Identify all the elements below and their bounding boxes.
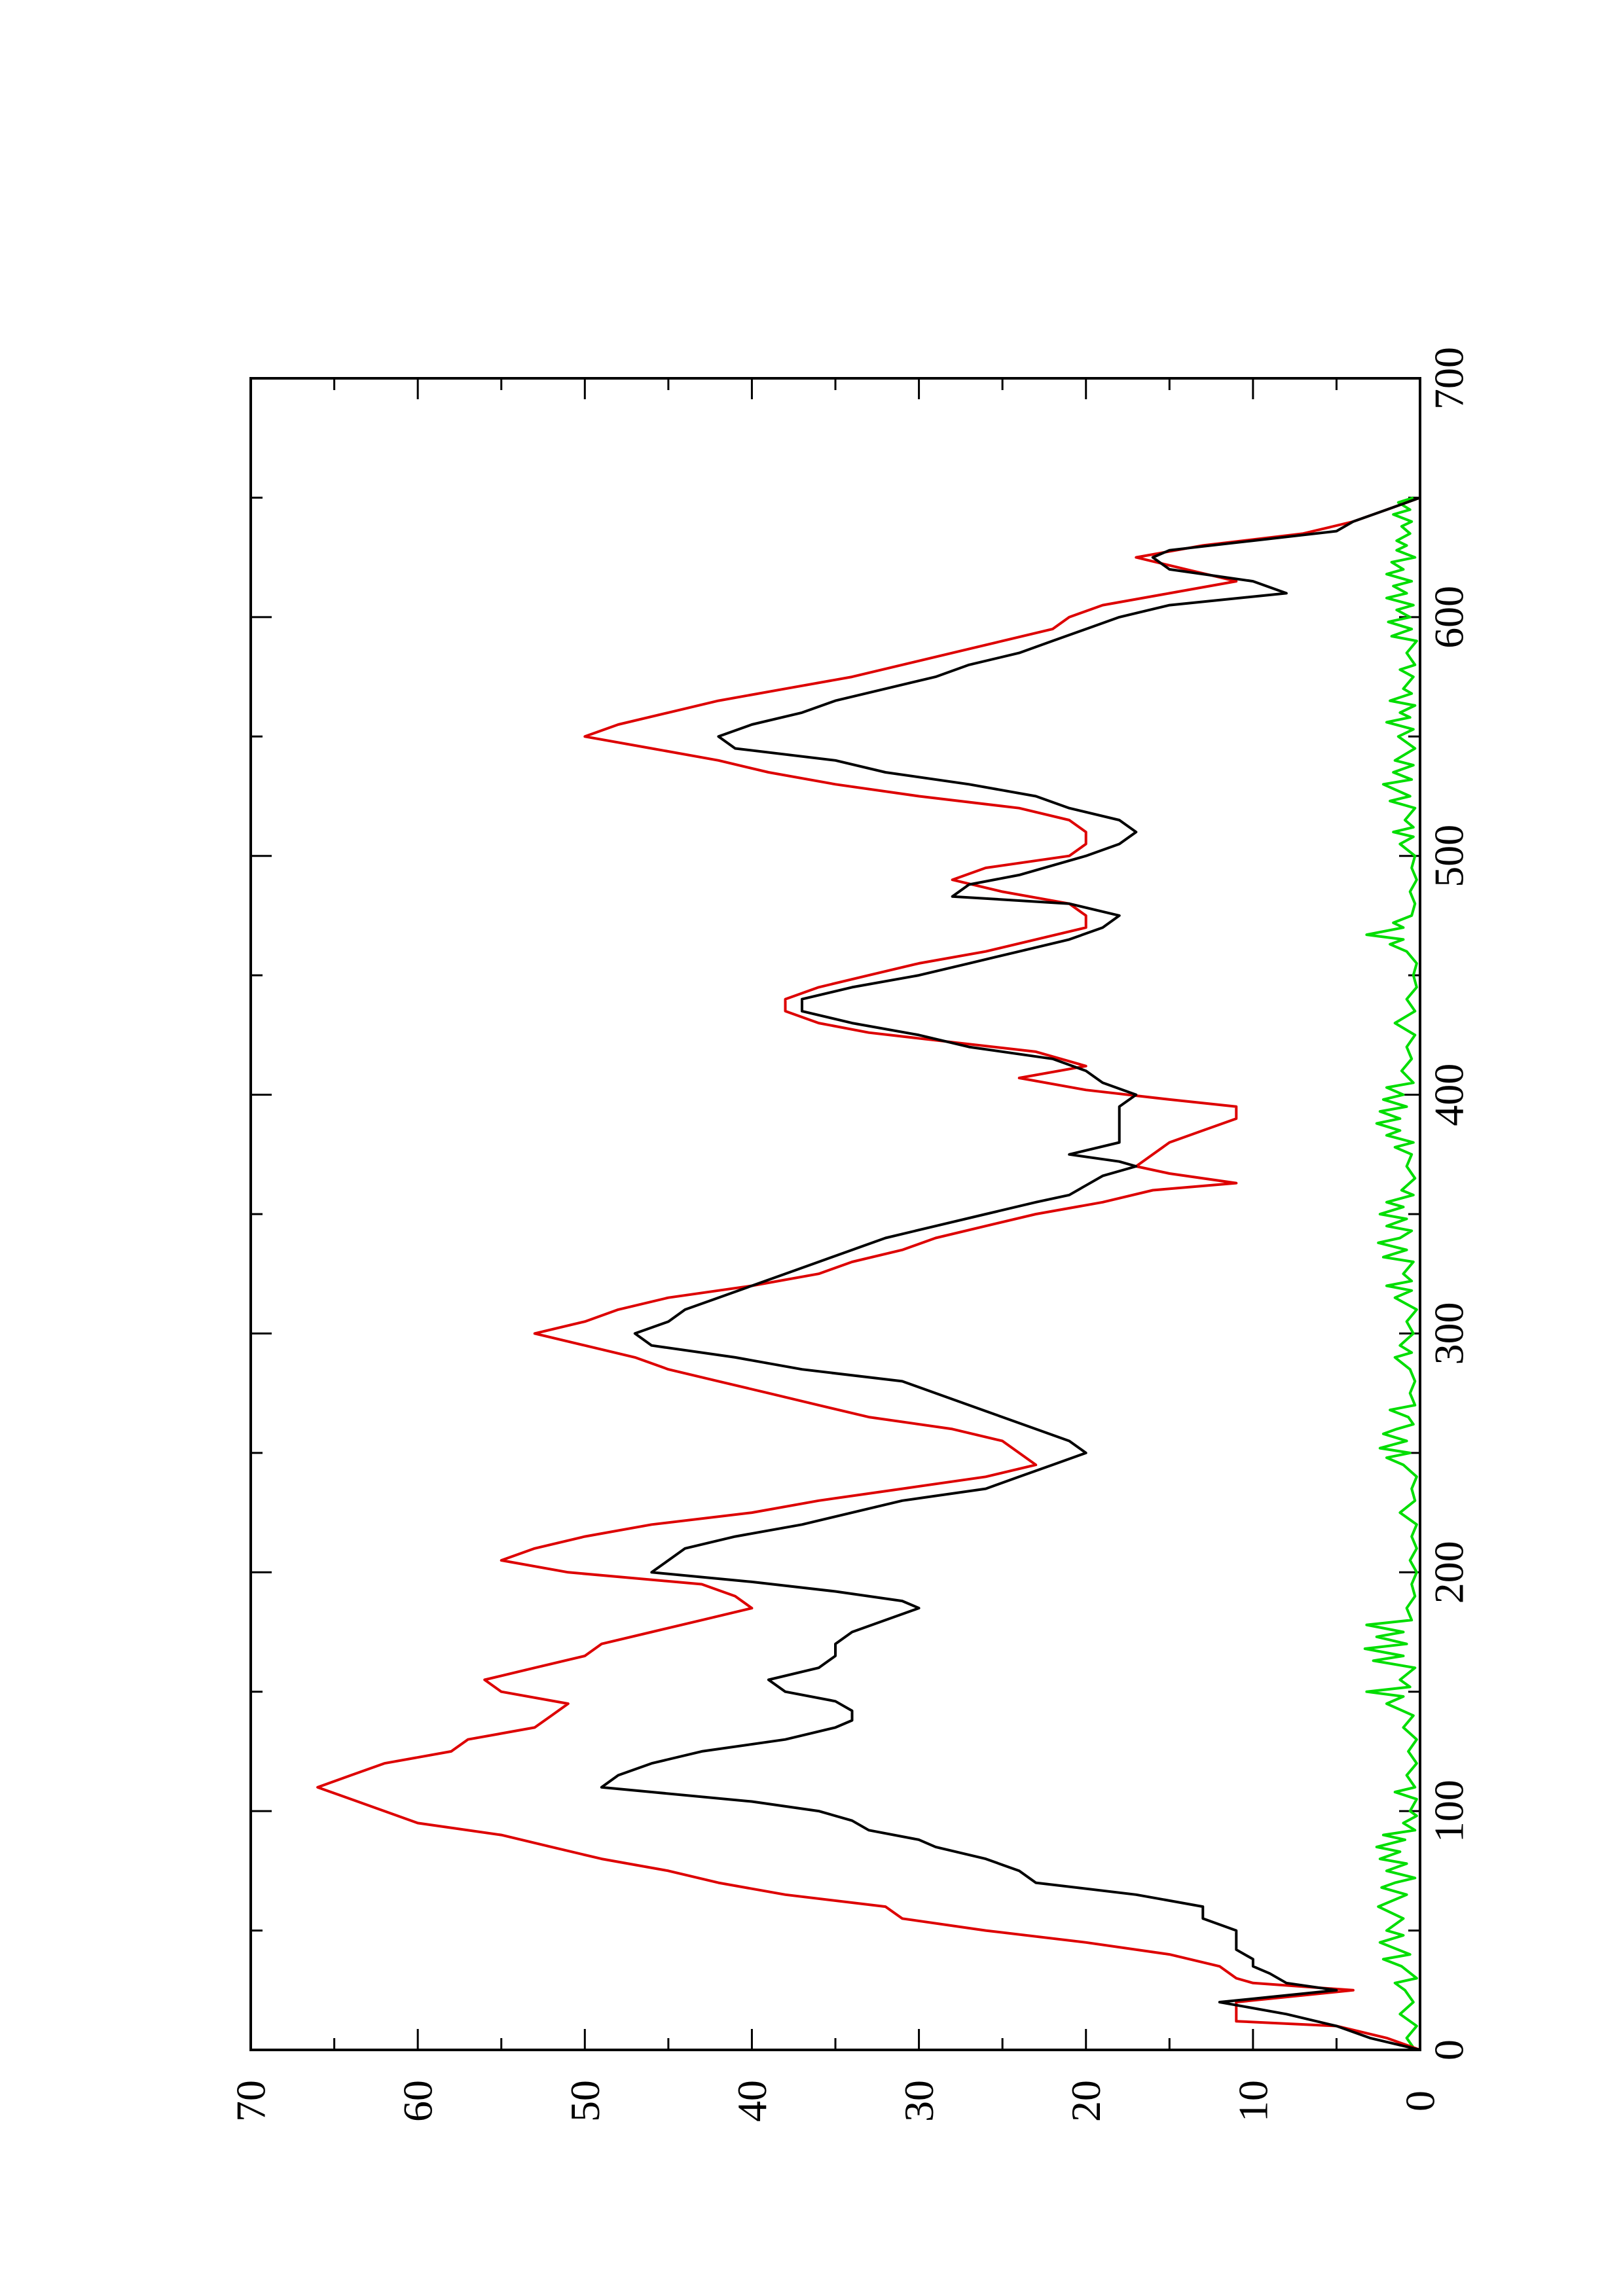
x-tick-label-100: 100 [1426, 1780, 1472, 1842]
x-tick-label-600: 600 [1426, 586, 1472, 649]
y-tick-label-40: 40 [729, 2080, 775, 2122]
y-tick-label-60: 60 [395, 2080, 441, 2122]
y-tick-label-0: 0 [1397, 2090, 1444, 2111]
series-line-red [316, 496, 1421, 2051]
series-line-black [600, 496, 1421, 2051]
x-tick-label-400: 400 [1426, 1064, 1472, 1126]
x-tick-label-300: 300 [1426, 1302, 1472, 1365]
y-tick-label-20: 20 [1063, 2080, 1109, 2122]
y-tick-label-10: 10 [1230, 2080, 1276, 2122]
plot-frame [249, 377, 1421, 2051]
x-tick-label-500: 500 [1426, 825, 1472, 888]
tick-labels: 0 100 200 300 400 500 600 700 0 10 20 30 40 50 60 70 [228, 347, 1472, 2122]
y-tick-label-70: 70 [228, 2080, 274, 2122]
series-lines [316, 496, 1421, 2051]
y-tick-label-30: 30 [896, 2080, 942, 2122]
series-line-green [1363, 496, 1418, 2051]
x-tick-label-700: 700 [1426, 347, 1472, 410]
y-tick-label-50: 50 [562, 2080, 608, 2122]
x-tick-label-0: 0 [1426, 2039, 1472, 2060]
x-tick-label-200: 200 [1426, 1541, 1472, 1604]
